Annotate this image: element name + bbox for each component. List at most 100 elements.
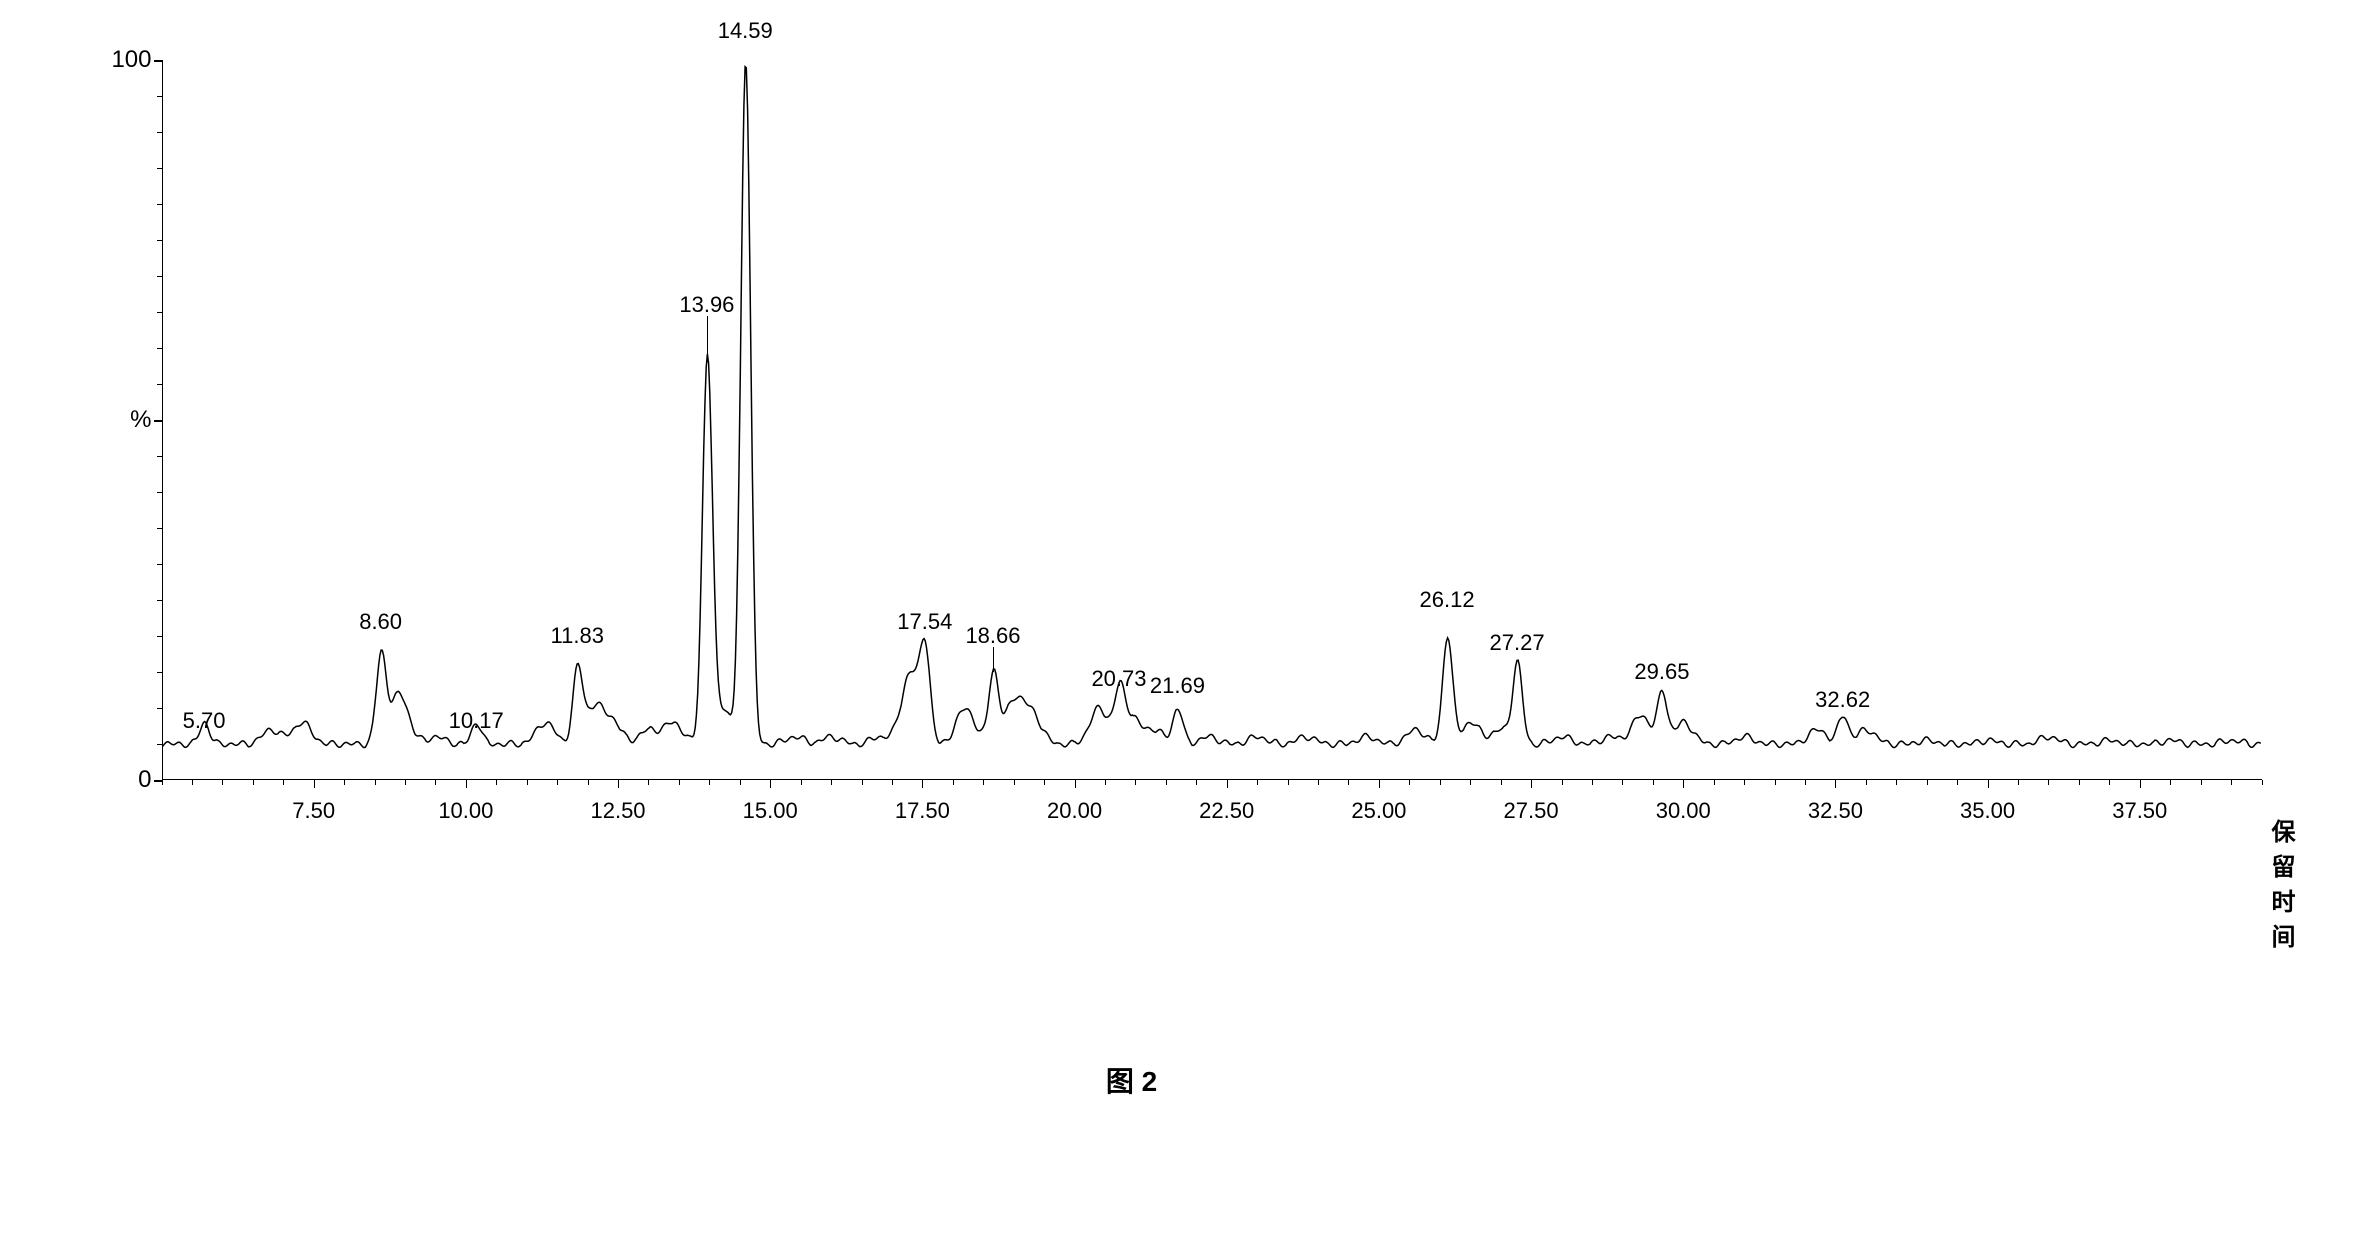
x-tick-minor xyxy=(1805,780,1806,785)
y-tick-minor xyxy=(157,492,162,493)
y-tick-minor xyxy=(157,276,162,277)
x-tick xyxy=(1379,780,1380,788)
x-tick-label: 35.00 xyxy=(1960,798,2015,824)
x-axis-title: 保留时间 xyxy=(2272,812,2296,952)
x-tick-minor xyxy=(862,780,863,785)
x-tick xyxy=(1683,780,1684,788)
peak-label: 29.65 xyxy=(1634,659,1689,685)
peak-label: 20.73 xyxy=(1091,666,1146,692)
x-tick-minor xyxy=(405,780,406,785)
x-tick-minor xyxy=(1014,780,1015,785)
x-tick-minor xyxy=(283,780,284,785)
x-tick-label: 22.50 xyxy=(1199,798,1254,824)
x-tick-minor xyxy=(709,780,710,785)
y-tick-minor xyxy=(157,168,162,169)
x-tick-minor xyxy=(1957,780,1958,785)
x-tick-minor xyxy=(527,780,528,785)
x-tick-minor xyxy=(1744,780,1745,785)
x-tick-minor xyxy=(1044,780,1045,785)
x-tick-minor xyxy=(253,780,254,785)
y-tick-minor xyxy=(157,456,162,457)
x-tick-minor xyxy=(192,780,193,785)
y-tick-minor xyxy=(157,240,162,241)
x-tick-minor xyxy=(1775,780,1776,785)
peak-leader-line xyxy=(993,647,994,672)
x-tick-minor xyxy=(953,780,954,785)
peak-label: 17.54 xyxy=(897,609,952,635)
x-tick-minor xyxy=(1470,780,1471,785)
x-tick-minor xyxy=(1622,780,1623,785)
x-tick-minor xyxy=(1501,780,1502,785)
peak-label: 13.96 xyxy=(679,292,734,318)
x-tick-label: 37.50 xyxy=(2112,798,2167,824)
x-tick-label: 10.00 xyxy=(438,798,493,824)
x-tick-minor xyxy=(831,780,832,785)
x-tick-minor xyxy=(1318,780,1319,785)
x-tick-minor xyxy=(1409,780,1410,785)
x-tick-minor xyxy=(2109,780,2110,785)
peak-label: 32.62 xyxy=(1815,687,1870,713)
x-tick-minor xyxy=(740,780,741,785)
x-tick-minor xyxy=(1135,780,1136,785)
x-tick xyxy=(770,780,771,788)
figure-caption: 图 2 xyxy=(1106,1060,1157,1100)
peak-label: 26.12 xyxy=(1420,587,1475,613)
x-tick-minor xyxy=(496,780,497,785)
x-tick xyxy=(2140,780,2141,788)
x-tick-minor xyxy=(1714,780,1715,785)
x-tick-minor xyxy=(2262,780,2263,785)
y-tick-minor xyxy=(157,96,162,97)
x-tick-minor xyxy=(222,780,223,785)
x-tick-minor xyxy=(2018,780,2019,785)
x-tick xyxy=(922,780,923,788)
x-tick xyxy=(1227,780,1228,788)
x-tick-minor xyxy=(435,780,436,785)
y-tick-minor xyxy=(157,600,162,601)
x-tick-minor xyxy=(1562,780,1563,785)
peak-label: 10.17 xyxy=(449,708,504,734)
y-tick-minor xyxy=(157,312,162,313)
x-tick-minor xyxy=(983,780,984,785)
y-tick-100 xyxy=(154,60,162,62)
y-axis-percent-label: % xyxy=(130,406,151,434)
peak-label: 14.59 xyxy=(718,18,773,44)
x-tick-minor xyxy=(1866,780,1867,785)
x-tick-label: 32.50 xyxy=(1808,798,1863,824)
x-tick xyxy=(1988,780,1989,788)
x-tick xyxy=(314,780,315,788)
x-tick-label: 25.00 xyxy=(1351,798,1406,824)
x-tick-label: 20.00 xyxy=(1047,798,1102,824)
x-tick-minor xyxy=(2079,780,2080,785)
y-tick-minor xyxy=(157,348,162,349)
x-tick-minor xyxy=(1927,780,1928,785)
y-tick-minor xyxy=(157,708,162,709)
x-tick-minor xyxy=(588,780,589,785)
y-tick-label-100: 100 xyxy=(111,46,151,74)
x-tick-minor xyxy=(1105,780,1106,785)
x-tick xyxy=(466,780,467,788)
y-tick-minor xyxy=(157,528,162,529)
y-tick-minor xyxy=(157,204,162,205)
x-tick xyxy=(618,780,619,788)
y-tick-minor xyxy=(157,744,162,745)
x-tick-minor xyxy=(1196,780,1197,785)
x-tick-minor xyxy=(162,780,163,785)
x-tick-minor xyxy=(375,780,376,785)
x-tick xyxy=(1075,780,1076,788)
y-tick-minor xyxy=(157,636,162,637)
plot-area: 100 % 0 7.5010.0012.5015.0017.5020.0022.… xyxy=(162,60,2262,780)
x-tick-minor xyxy=(1653,780,1654,785)
x-tick-minor xyxy=(1896,780,1897,785)
x-tick-label: 27.50 xyxy=(1504,798,1559,824)
x-tick-minor xyxy=(1348,780,1349,785)
x-tick-minor xyxy=(801,780,802,785)
x-tick-label: 12.50 xyxy=(590,798,645,824)
x-tick-label: 17.50 xyxy=(895,798,950,824)
x-tick-minor xyxy=(2201,780,2202,785)
y-tick-0 xyxy=(154,780,162,782)
y-tick-minor xyxy=(157,384,162,385)
x-tick-minor xyxy=(2048,780,2049,785)
x-tick xyxy=(1835,780,1836,788)
peak-label: 21.69 xyxy=(1150,673,1205,699)
x-tick-label: 30.00 xyxy=(1656,798,1711,824)
